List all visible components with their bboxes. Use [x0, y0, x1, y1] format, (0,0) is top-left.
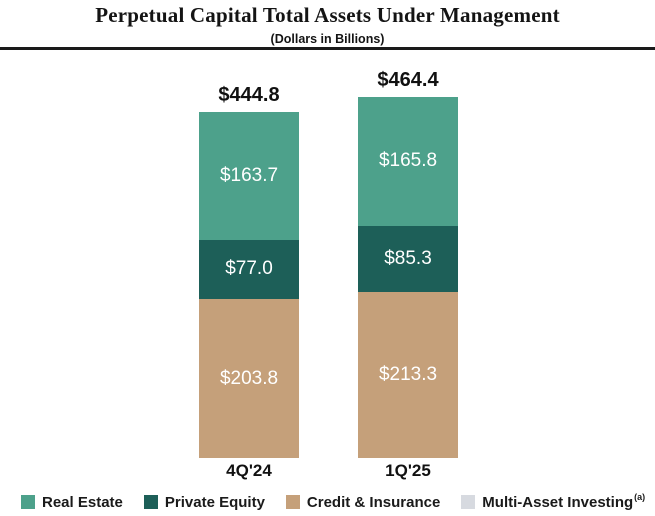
legend-swatch-real-estate: [21, 495, 35, 509]
bar-segment-real-estate: $163.7: [199, 112, 299, 240]
legend-label: Private Equity: [164, 493, 265, 511]
segment-value-label: $85.3: [384, 247, 432, 269]
segment-value-label: $203.8: [219, 367, 279, 389]
footnote-marker: (a): [634, 492, 646, 502]
x-axis-label: 1Q'25: [385, 461, 431, 480]
bar-segment-real-estate: $165.8: [358, 96, 458, 226]
bar-segment-private-equity: $85.3: [358, 225, 458, 293]
legend-item-private-equity: Private Equity: [143, 493, 265, 511]
legend-item-multi-asset-investing: Multi-Asset Investing (a): [461, 492, 646, 511]
bar-segment-private-equity: $77.0: [199, 239, 299, 300]
legend-swatch-private-equity: [143, 495, 158, 509]
bar-total-label: $444.8: [218, 84, 280, 107]
legend-swatch-multi-asset-investing: [461, 495, 476, 509]
legend: Real Estate Private Equity Credit & Insura…: [21, 489, 646, 515]
bar-segment-credit-insurance: $203.8: [199, 299, 299, 458]
chart-subtitle: (Dollars in Billions): [270, 32, 385, 46]
segment-value-label: $213.3: [378, 364, 438, 386]
legend-label: Multi-Asset Investing: [482, 493, 634, 511]
legend-item-real-estate: Real Estate: [21, 494, 123, 511]
bar-total-label: $464.4: [377, 68, 439, 91]
legend-label: Real Estate: [42, 493, 123, 511]
segment-value-label: $165.8: [378, 150, 438, 172]
chart-title: Perpetual Capital Total Assets Under Man…: [95, 3, 560, 27]
legend-swatch-credit-insurance: [285, 495, 300, 509]
legend-item-credit-insurance: Credit & Insurance: [285, 493, 441, 511]
title-divider: [0, 47, 655, 50]
segment-value-label: $77.0: [225, 258, 273, 280]
segment-value-label: $163.7: [219, 164, 279, 186]
bar-segment-credit-insurance: $213.3: [358, 292, 458, 458]
legend-label: Credit & Insurance: [306, 493, 441, 511]
x-axis-label: 4Q'24: [226, 461, 272, 480]
